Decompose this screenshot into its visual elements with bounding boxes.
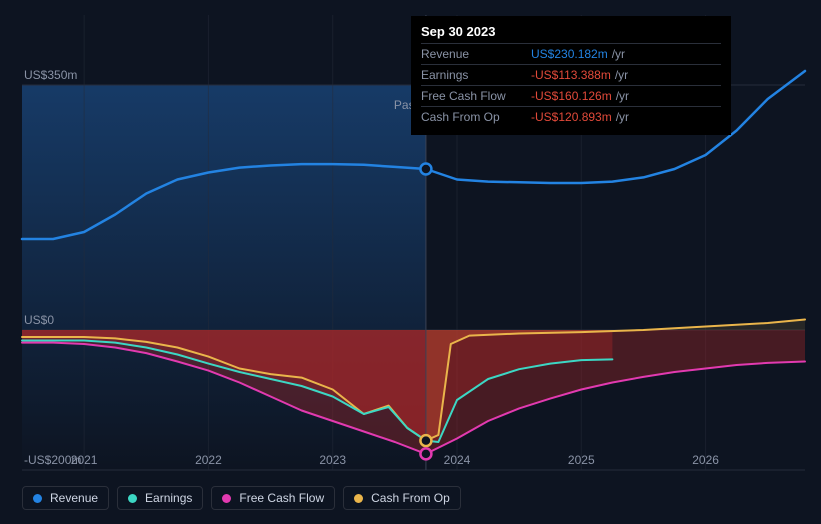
legend-swatch xyxy=(128,494,137,503)
x-axis-label: 2021 xyxy=(71,453,98,467)
tooltip-row: Cash From Op-US$120.893m/yr xyxy=(421,106,721,127)
legend-label: Revenue xyxy=(50,491,98,505)
series-marker-revenue xyxy=(420,164,431,175)
legend-item-cash-from-op[interactable]: Cash From Op xyxy=(343,486,461,510)
y-axis-label: US$0 xyxy=(24,313,54,327)
tooltip-row-label: Revenue xyxy=(421,47,531,61)
tooltip-row: RevenueUS$230.182m/yr xyxy=(421,43,721,64)
x-axis-label: 2023 xyxy=(319,453,346,467)
tooltip-row-label: Cash From Op xyxy=(421,110,531,124)
x-axis-label: 2025 xyxy=(568,453,595,467)
legend-swatch xyxy=(354,494,363,503)
tooltip-row: Earnings-US$113.388m/yr xyxy=(421,64,721,85)
tooltip-row-unit: /yr xyxy=(616,89,629,103)
legend-item-revenue[interactable]: Revenue xyxy=(22,486,109,510)
tooltip-row-value: US$230.182m xyxy=(531,47,608,61)
legend-swatch xyxy=(33,494,42,503)
tooltip-row-label: Free Cash Flow xyxy=(421,89,531,103)
y-axis-label: US$350m xyxy=(24,68,77,82)
tooltip-row-label: Earnings xyxy=(421,68,531,82)
tooltip-row-unit: /yr xyxy=(615,68,628,82)
tooltip-date: Sep 30 2023 xyxy=(421,24,721,39)
legend-swatch xyxy=(222,494,231,503)
legend-label: Cash From Op xyxy=(371,491,450,505)
series-marker-cfo xyxy=(420,435,431,446)
tooltip-row: Free Cash Flow-US$160.126m/yr xyxy=(421,85,721,106)
legend-item-free-cash-flow[interactable]: Free Cash Flow xyxy=(211,486,335,510)
tooltip-row-unit: /yr xyxy=(616,110,629,124)
legend-item-earnings[interactable]: Earnings xyxy=(117,486,203,510)
chart-tooltip: Sep 30 2023 RevenueUS$230.182m/yrEarning… xyxy=(411,16,731,135)
tooltip-row-value: -US$113.388m xyxy=(531,68,611,82)
legend-label: Free Cash Flow xyxy=(239,491,324,505)
tooltip-row-unit: /yr xyxy=(612,47,625,61)
chart-legend: Revenue Earnings Free Cash Flow Cash From O… xyxy=(22,486,461,510)
tooltip-row-value: -US$120.893m xyxy=(531,110,612,124)
x-axis-label: 2022 xyxy=(195,453,222,467)
series-marker-fcf xyxy=(420,448,431,459)
x-axis-label: 2024 xyxy=(444,453,471,467)
legend-label: Earnings xyxy=(145,491,192,505)
tooltip-row-value: -US$160.126m xyxy=(531,89,612,103)
x-axis-label: 2026 xyxy=(692,453,719,467)
financials-chart: US$350mUS$0-US$200m202120222023202420252… xyxy=(0,0,821,524)
